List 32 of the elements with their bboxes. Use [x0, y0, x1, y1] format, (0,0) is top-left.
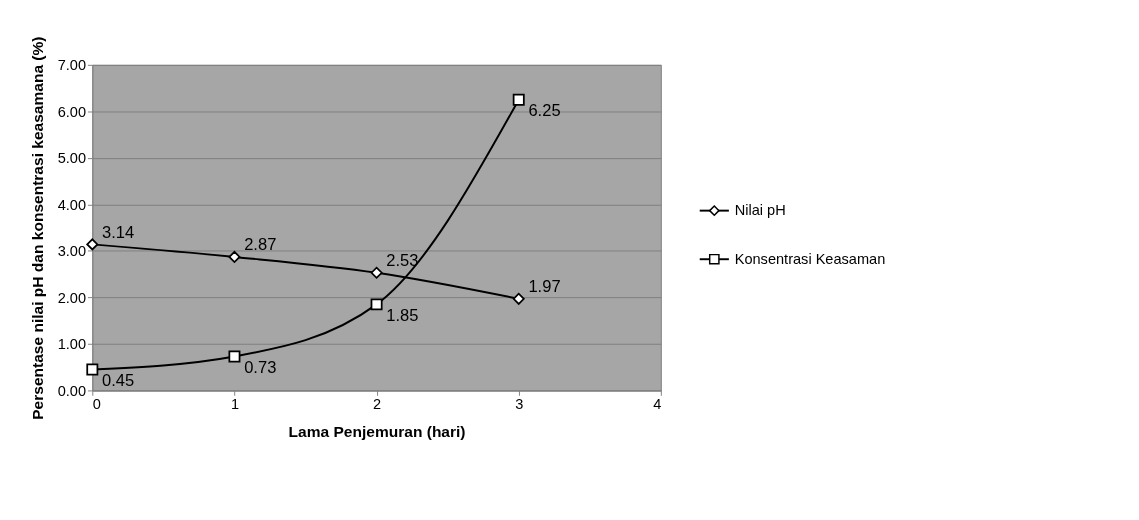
data-label: 0.45 [102, 371, 135, 391]
y-tick-label: 7.00 [57, 57, 87, 74]
y-tick-label: 4.00 [57, 196, 87, 213]
data-label: 0.73 [244, 357, 277, 377]
data-label: 6.25 [528, 101, 561, 121]
point [512, 292, 525, 305]
y-tick-label: 5.00 [57, 150, 87, 167]
y-tick-label: 1.00 [57, 336, 87, 353]
point [228, 350, 241, 363]
legend-label: Konsentrasi Keasaman [734, 251, 886, 268]
point [370, 266, 383, 279]
y-tick-label: 2.00 [57, 289, 87, 306]
x-tick-label: 1 [230, 396, 239, 413]
data-label: 1.97 [528, 277, 561, 296]
x-tick-label: 3 [515, 396, 524, 413]
y-tick-label: 6.00 [57, 103, 87, 120]
x-tick-label: 2 [373, 396, 382, 413]
point [86, 363, 99, 376]
y-tick-label: 0.00 [57, 382, 87, 399]
data-label: 2.53 [386, 250, 419, 270]
data-label: 2.87 [244, 235, 277, 255]
x-tick-label: 0 [92, 396, 101, 413]
legend-label: Nilai pH [734, 202, 786, 219]
point [228, 250, 241, 263]
data-label: 3.14 [102, 222, 135, 242]
point [512, 93, 525, 106]
y-axis-title: Persentase nilai pH dan konsentrasi keasamana (%) [29, 36, 47, 420]
point [370, 298, 383, 311]
x-axis-title: Lama Penjemuran (hari) [288, 422, 466, 440]
x-tick-label: 4 [653, 396, 662, 413]
data-label: 1.85 [386, 305, 419, 325]
y-tick-label: 3.00 [57, 243, 87, 260]
